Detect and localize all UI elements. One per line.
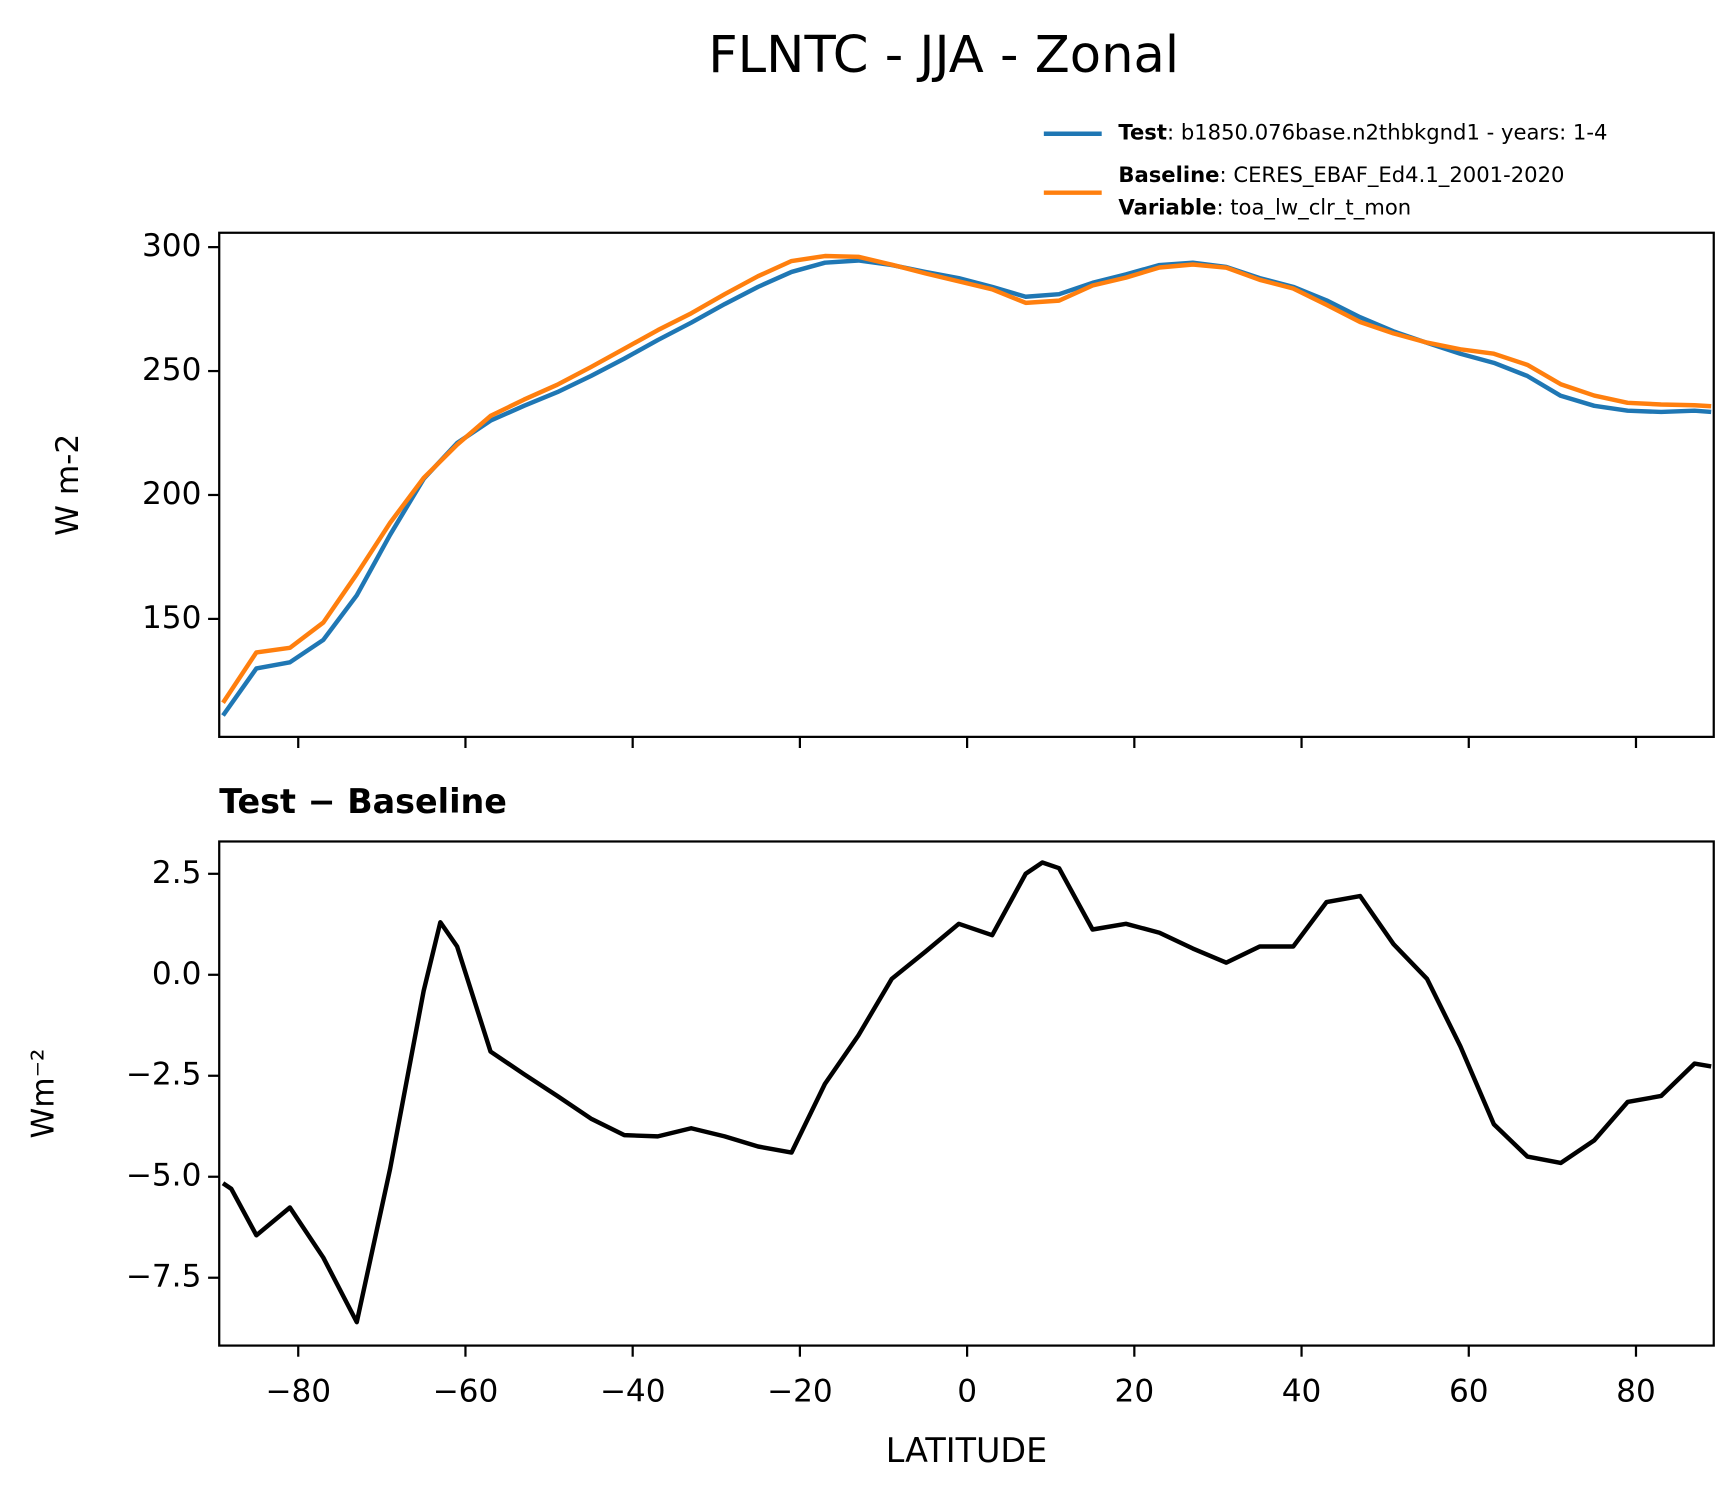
x-tick-label: 0 bbox=[957, 1373, 977, 1409]
y-tick-label: 150 bbox=[142, 600, 201, 636]
plot-frame bbox=[218, 840, 1715, 1347]
y-axis-label: Wm⁻² bbox=[26, 1049, 62, 1139]
y-tick-label: −2.5 bbox=[126, 1057, 202, 1093]
x-tick-label: 80 bbox=[1616, 1373, 1656, 1409]
legend-entry: Variable: toa_lw_clr_t_mon bbox=[1118, 194, 1411, 220]
figure-title: FLNTC - JJA - Zonal bbox=[708, 25, 1179, 85]
x-tick-label: 60 bbox=[1449, 1373, 1489, 1409]
x-tick-label: 20 bbox=[1115, 1373, 1155, 1409]
chart-title: Test − Baseline bbox=[219, 782, 507, 821]
legend-detail: : CERES_EBAF_Ed4.1_2001-2020 bbox=[1219, 162, 1564, 188]
y-tick-label: 250 bbox=[142, 352, 201, 388]
data-line bbox=[221, 860, 1712, 1325]
y-axis-label: W m-2 bbox=[50, 434, 86, 536]
data-line bbox=[221, 258, 1712, 717]
y-tick-label: 300 bbox=[142, 228, 201, 264]
x-tick-label: −80 bbox=[265, 1373, 331, 1409]
data-line bbox=[221, 253, 1712, 704]
legend-key: Baseline bbox=[1118, 162, 1219, 187]
y-tick-label: 2.5 bbox=[152, 855, 202, 891]
legend-key: Test bbox=[1118, 120, 1167, 145]
x-tick-label: −60 bbox=[433, 1373, 499, 1409]
y-tick-label: 200 bbox=[142, 476, 201, 512]
y-tick-label: −5.0 bbox=[126, 1158, 202, 1194]
y-tick-label: −7.5 bbox=[126, 1259, 202, 1295]
legend-key: Variable bbox=[1118, 194, 1216, 219]
plot-frame bbox=[218, 231, 1715, 738]
x-axis-label: LATITUDE bbox=[886, 1431, 1047, 1470]
legend-entry: Test: b1850.076base.n2thbkgnd1 - years: … bbox=[1118, 120, 1607, 145]
y-tick-label: 0.0 bbox=[152, 956, 202, 992]
x-tick-label: −20 bbox=[767, 1373, 833, 1409]
x-tick-label: 40 bbox=[1282, 1373, 1322, 1409]
x-tick-label: −40 bbox=[600, 1373, 666, 1409]
legend-entry: Baseline: CERES_EBAF_Ed4.1_2001-2020 bbox=[1118, 162, 1564, 188]
legend-detail: : toa_lw_clr_t_mon bbox=[1216, 194, 1411, 220]
legend-detail: : b1850.076base.n2thbkgnd1 - years: 1-4 bbox=[1167, 120, 1607, 145]
